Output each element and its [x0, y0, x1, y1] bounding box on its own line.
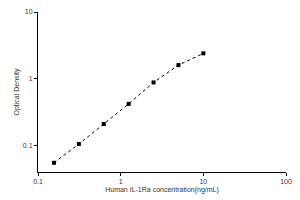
- svg-text:1: 1: [119, 178, 123, 185]
- svg-text:100: 100: [280, 178, 292, 185]
- svg-text:Optical Density: Optical Density: [13, 68, 21, 116]
- svg-text:0.1: 0.1: [33, 178, 43, 185]
- svg-text:10: 10: [25, 8, 33, 15]
- svg-text:1: 1: [29, 75, 33, 82]
- svg-text:Human IL-1Ra concentration(ng/: Human IL-1Ra concentration(ng/mL): [105, 186, 219, 194]
- svg-text:0.1: 0.1: [23, 142, 33, 149]
- svg-text:10: 10: [199, 178, 207, 185]
